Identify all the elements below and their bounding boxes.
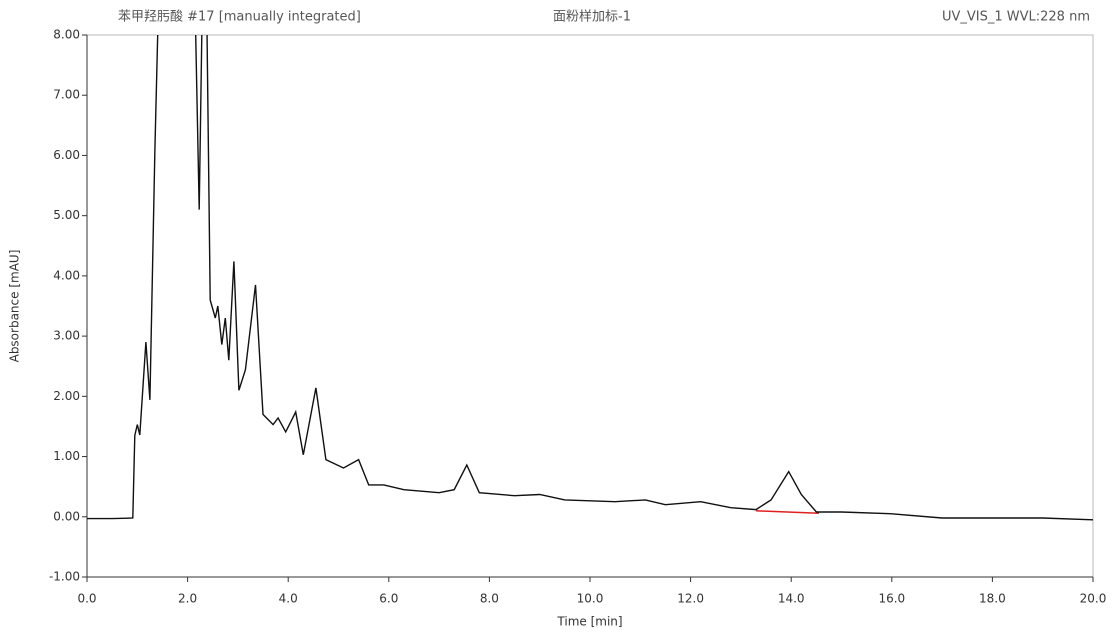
y-tick-label: 8.00 xyxy=(53,28,80,42)
integration-baseline xyxy=(755,510,819,514)
y-axis-label: Absorbance [mAU] xyxy=(8,250,22,363)
x-tick-label: 2.0 xyxy=(178,592,197,606)
plot-frame xyxy=(86,34,1094,578)
y-tick-label: 6.00 xyxy=(53,148,80,162)
x-tick-label: 6.0 xyxy=(379,592,398,606)
y-tick-label: -1.00 xyxy=(49,570,80,584)
x-tick-label: 4.0 xyxy=(279,592,298,606)
y-tick-label: 2.00 xyxy=(53,389,80,403)
y-tick-label: 5.00 xyxy=(53,208,80,222)
x-tick-label: 8.0 xyxy=(480,592,499,606)
chart-title: 苯甲羟肟酸 #17 [manually integrated] xyxy=(118,10,361,25)
x-tick-label: 16.0 xyxy=(878,592,905,606)
x-tick-label: 12.0 xyxy=(677,592,704,606)
x-axis-label: Time [min] xyxy=(556,615,622,629)
chromatogram-line xyxy=(87,35,1093,521)
y-tick-label: 7.00 xyxy=(53,88,80,102)
chart-subtitle: 面粉样加标-1 xyxy=(553,10,631,25)
y-tick-label: 3.00 xyxy=(53,329,80,343)
channel-label: UV_VIS_1 WVL:228 nm xyxy=(942,10,1090,25)
x-tick-label: 10.0 xyxy=(577,592,604,606)
y-tick-label: 0.00 xyxy=(53,509,80,523)
x-tick-label: 20.0 xyxy=(1080,592,1107,606)
y-tick-label: 1.00 xyxy=(53,449,80,463)
x-tick-label: 14.0 xyxy=(778,592,805,606)
x-tick-label: 0.0 xyxy=(77,592,96,606)
x-tick-label: 18.0 xyxy=(979,592,1006,606)
y-tick-label: 4.00 xyxy=(53,268,80,282)
